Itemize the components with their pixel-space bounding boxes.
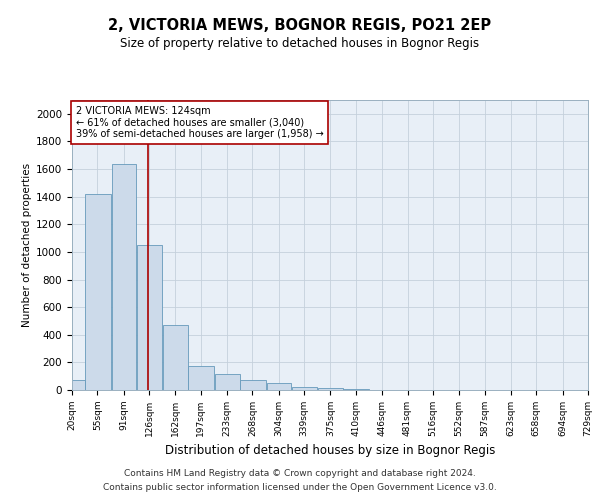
Bar [85, 194, 110, 390]
Bar [137, 245, 162, 390]
Bar [163, 325, 188, 390]
Text: Contains public sector information licensed under the Open Government Licence v3: Contains public sector information licen… [103, 484, 497, 492]
Text: 2 VICTORIA MEWS: 124sqm
← 61% of detached houses are smaller (3,040)
39% of semi: 2 VICTORIA MEWS: 124sqm ← 61% of detache… [76, 106, 323, 140]
Bar [292, 386, 317, 390]
Bar [240, 380, 266, 390]
Bar [266, 383, 292, 390]
Bar [188, 366, 214, 390]
Bar [112, 164, 136, 390]
Text: 2, VICTORIA MEWS, BOGNOR REGIS, PO21 2EP: 2, VICTORIA MEWS, BOGNOR REGIS, PO21 2EP [109, 18, 491, 32]
X-axis label: Distribution of detached houses by size in Bognor Regis: Distribution of detached houses by size … [165, 444, 495, 458]
Bar [215, 374, 240, 390]
Text: Contains HM Land Registry data © Crown copyright and database right 2024.: Contains HM Land Registry data © Crown c… [124, 468, 476, 477]
Text: Size of property relative to detached houses in Bognor Regis: Size of property relative to detached ho… [121, 38, 479, 51]
Bar [319, 388, 343, 390]
Y-axis label: Number of detached properties: Number of detached properties [22, 163, 32, 327]
Bar [60, 380, 85, 390]
